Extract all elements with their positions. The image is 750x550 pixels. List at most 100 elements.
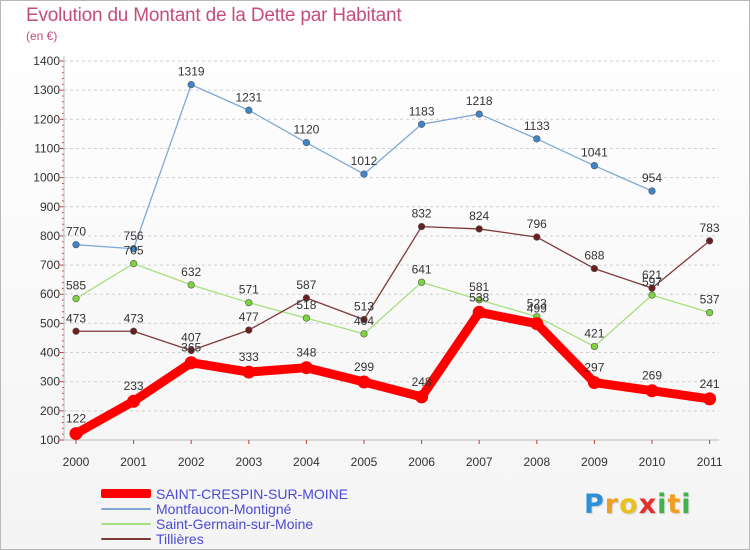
data-point [705, 308, 714, 317]
y-tick-label: 400 [40, 346, 60, 360]
data-labels: 770 756 1319 1231 1120 1012 1183 1218 1133 1041 95… [66, 65, 720, 426]
data-label: 523 [527, 297, 547, 311]
data-point [705, 237, 714, 245]
y-tick-label: 800 [40, 229, 60, 243]
data-label: 233 [124, 379, 144, 393]
data-point [590, 342, 599, 351]
data-point [648, 284, 656, 292]
data-point [130, 245, 138, 253]
series-line [75, 262, 711, 348]
y-tick-label: 200 [40, 404, 60, 418]
logo-letter: o [619, 489, 639, 520]
data-label: 248 [412, 375, 432, 389]
legend-item: Saint-Germain-sur-Moine [101, 516, 348, 532]
data-label: 1231 [235, 90, 262, 104]
x-tick-label: 2005 [351, 455, 378, 469]
data-label: 641 [412, 262, 432, 276]
data-label: 269 [642, 369, 662, 383]
data-label: 621 [642, 268, 662, 282]
y-tick-label: 1300 [33, 83, 60, 97]
data-label: 348 [296, 346, 316, 360]
grid-lines [64, 60, 719, 441]
y-tick-label: 500 [40, 316, 60, 330]
y-tick-label: 700 [40, 258, 60, 272]
x-tick-label: 2004 [293, 455, 320, 469]
legend-label: SAINT-CRESPIN-SUR-MOINE [156, 485, 349, 502]
data-point [475, 225, 483, 233]
series-main [69, 305, 717, 441]
x-tick-label: 2006 [408, 455, 435, 469]
data-point [475, 110, 483, 118]
data-point [472, 305, 486, 319]
logo-letter: i [681, 489, 692, 520]
logo-letter: P [584, 489, 605, 520]
data-label: 632 [181, 265, 201, 279]
x-tick-label: 2007 [466, 455, 493, 469]
data-point [587, 376, 601, 390]
x-tick-label: 2002 [178, 455, 205, 469]
series-lines [69, 81, 717, 441]
y-tick-label: 1400 [33, 54, 60, 68]
legend-item: SAINT-CRESPIN-SUR-MOINE [101, 485, 349, 502]
data-label: 499 [527, 302, 547, 316]
data-point [360, 330, 368, 338]
data-label: 365 [181, 341, 201, 355]
data-label: 770 [66, 225, 86, 239]
logo-letter: i [657, 489, 668, 520]
x-tick-label: 2000 [63, 455, 90, 469]
legend-swatch [101, 507, 151, 510]
data-label: 824 [469, 209, 489, 223]
logo-letter: r [604, 489, 620, 520]
series-1 [72, 81, 656, 253]
data-label: 1218 [466, 94, 493, 108]
data-label: 796 [527, 217, 547, 231]
data-label: 585 [66, 279, 86, 293]
x-tick-label: 2001 [120, 455, 147, 469]
data-label: 333 [239, 350, 259, 364]
series-line [71, 307, 715, 439]
data-label: 1319 [178, 65, 205, 79]
y-tick-label: 1200 [33, 112, 60, 126]
data-point [127, 394, 141, 408]
data-point [590, 264, 599, 273]
data-label: 832 [412, 207, 432, 221]
data-label: 756 [124, 229, 144, 243]
series-2 [72, 260, 714, 351]
x-tick-label: 2008 [523, 455, 550, 469]
legend-swatch [101, 489, 151, 498]
data-point [184, 356, 198, 370]
proxiti-logo: Proxiti [584, 489, 692, 520]
data-label: 297 [584, 361, 604, 375]
data-point [130, 327, 138, 335]
data-point [72, 295, 80, 303]
data-point [360, 315, 368, 324]
data-label: 538 [469, 290, 489, 304]
data-point [648, 187, 656, 195]
x-tick-label: 2003 [235, 455, 262, 469]
data-point [72, 327, 80, 335]
data-point [245, 299, 253, 307]
legend-swatch [101, 537, 151, 540]
data-label: 705 [124, 244, 144, 258]
data-label: 518 [296, 298, 316, 312]
data-point [533, 233, 541, 241]
data-label: 587 [296, 278, 316, 292]
data-label: 597 [642, 275, 662, 289]
data-label: 1183 [409, 104, 435, 118]
series-line [75, 225, 711, 352]
data-label: 473 [66, 311, 86, 325]
data-label: 407 [181, 330, 201, 344]
data-label: 421 [584, 326, 604, 340]
data-point [533, 135, 541, 143]
data-label: 1133 [524, 119, 550, 133]
legend-label: Tillières [156, 530, 204, 547]
data-point [418, 278, 426, 286]
data-label: 464 [354, 314, 374, 328]
data-point [590, 162, 599, 170]
y-tick-label: 600 [40, 287, 60, 301]
data-point [69, 427, 83, 441]
legend-item: Tillières [101, 530, 348, 547]
data-label: 1012 [351, 154, 378, 168]
